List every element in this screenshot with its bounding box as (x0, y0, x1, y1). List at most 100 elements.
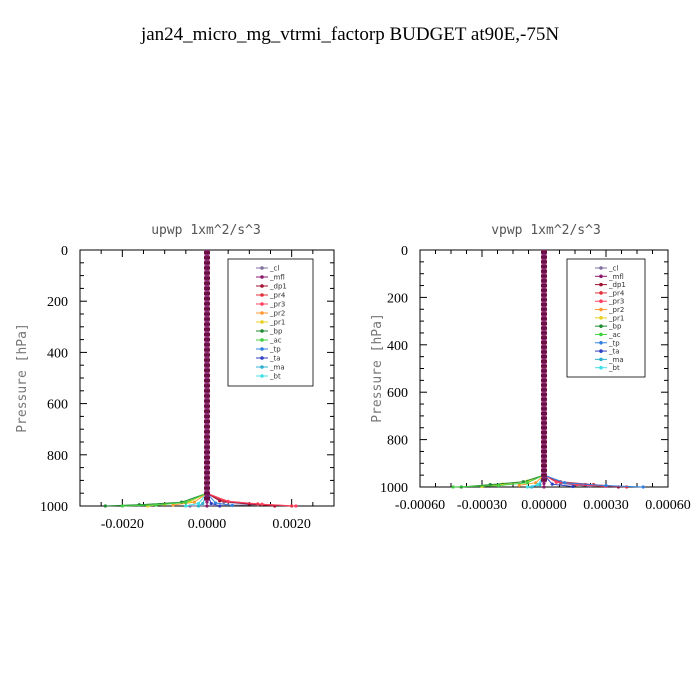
legend-entry: _pr3 (608, 298, 624, 306)
series-point (120, 504, 124, 508)
zero-profile-marker (204, 261, 210, 265)
zero-profile-marker (541, 416, 547, 420)
series-point (604, 483, 608, 488)
series-point (496, 483, 501, 488)
x-tick-label: 0.00000 (521, 498, 567, 513)
zero-profile-marker (204, 379, 210, 383)
legend-entry: _pr2 (269, 310, 285, 318)
zero-profile-marker (204, 312, 210, 316)
zero-profile-marker (541, 435, 547, 439)
zero-profile-marker (204, 266, 210, 270)
zero-profile-marker (541, 255, 547, 259)
zero-profile-marker (204, 358, 210, 362)
panel-title: upwp 1xm^2/s^3 (151, 223, 261, 238)
zero-profile-marker (204, 420, 210, 424)
zero-profile-marker (541, 364, 547, 368)
zero-profile-marker (541, 298, 547, 302)
zero-profile-marker (541, 293, 547, 297)
legend-marker (599, 266, 603, 270)
legend-marker (260, 347, 264, 351)
legend-entry: _tp (269, 346, 281, 354)
zero-profile-marker (541, 288, 547, 292)
zero-profile-marker (541, 440, 547, 444)
zero-profile-marker (204, 496, 210, 500)
legend-entry: _pr4 (608, 289, 625, 297)
zero-profile-marker (204, 460, 210, 464)
zero-profile-marker (204, 455, 210, 459)
series-point (201, 501, 205, 506)
series-point (542, 481, 546, 486)
zero-profile-marker (204, 491, 210, 495)
series-line-ac (122, 250, 208, 507)
zero-profile-marker (541, 445, 547, 449)
legend-entry: _ta (269, 355, 281, 363)
legend-entry: _ac (269, 337, 282, 345)
series-point (103, 504, 107, 508)
y-tick-label: 400 (387, 339, 408, 354)
zero-profile-marker (541, 412, 547, 416)
series-point (294, 504, 298, 508)
legend-marker (599, 316, 603, 320)
zero-profile-marker (204, 445, 210, 449)
series-line-bt (185, 250, 208, 507)
legend-marker (599, 349, 603, 353)
zero-profile-marker (204, 251, 210, 255)
series-line-pr1 (147, 250, 208, 507)
zero-profile-marker (541, 359, 547, 363)
zero-profile-marker (204, 302, 210, 306)
y-tick-label: 800 (47, 449, 68, 464)
zero-profile-marker (541, 260, 547, 264)
zero-profile-marker (204, 404, 210, 408)
series-point (192, 500, 196, 504)
series-point (218, 504, 222, 508)
legend-entry: _pr1 (269, 319, 285, 327)
legend-marker (260, 374, 264, 378)
zero-profile-marker (541, 478, 547, 482)
zero-profile-marker (204, 292, 210, 296)
zero-profile-marker (204, 450, 210, 454)
legend-box (227, 258, 314, 387)
y-tick-label: 600 (387, 386, 408, 401)
zero-profile-marker (204, 307, 210, 311)
x-tick-label: 0.0000 (188, 517, 227, 532)
legend-entry: _tp (608, 339, 620, 347)
legend-marker (599, 307, 603, 312)
y-axis-label: Pressure [hPa] (15, 323, 30, 433)
legend: _cl_mfl_dp1_pr4_pr3_pr2_pr1_bp_ac_tp_ta_… (227, 258, 314, 387)
zero-profile-marker (541, 449, 547, 453)
y-tick-label: 800 (387, 434, 408, 449)
series-line-pr2 (519, 250, 545, 486)
legend-marker (260, 266, 264, 270)
zero-profile-marker (541, 464, 547, 468)
zero-profile-marker (541, 383, 547, 387)
legend-entry: _pr4 (269, 292, 286, 300)
y-tick-label: 0 (61, 244, 68, 259)
vpwp-panel: vpwp 1xm^2/s^3 Pressure [hPa] 0 200 400 600… (370, 223, 691, 513)
legend-entry: _dp1 (269, 283, 287, 291)
series-line-pr2 (173, 250, 208, 506)
y-tick-label: 1000 (380, 481, 408, 496)
zero-profile-marker (204, 486, 210, 490)
series-point (536, 483, 540, 487)
y-tick-label: 1000 (40, 500, 68, 515)
zero-profile-marker (204, 281, 210, 285)
y-tick-label: 400 (47, 346, 68, 361)
legend-entry: _mfl (608, 273, 624, 281)
y-tick-label: 0 (401, 244, 408, 259)
zero-profile-marker (204, 440, 210, 444)
series-point (184, 504, 188, 508)
zero-profile-marker (541, 331, 547, 335)
x-tick-label: -0.00060 (395, 498, 445, 513)
legend-marker (260, 320, 264, 324)
x-tick-label: -0.0020 (101, 517, 144, 532)
zero-profile-marker (541, 378, 547, 382)
legend-entry: _bt (608, 364, 620, 372)
legend: _cl_mfl_dp1_pr4_pr3_pr2_pr1_bp_ac_tp_ta_… (566, 258, 646, 378)
legend-marker (599, 299, 603, 304)
upwp-panel: upwp 1xm^2/s^3 Pressure [hPa] 0 200 400 600… (15, 223, 335, 532)
legend-marker (599, 291, 603, 295)
zero-profile-marker (204, 353, 210, 357)
zero-profile-marker (204, 368, 210, 372)
y-tick-label: 200 (47, 295, 68, 310)
legend-entry: _ma (269, 364, 285, 372)
